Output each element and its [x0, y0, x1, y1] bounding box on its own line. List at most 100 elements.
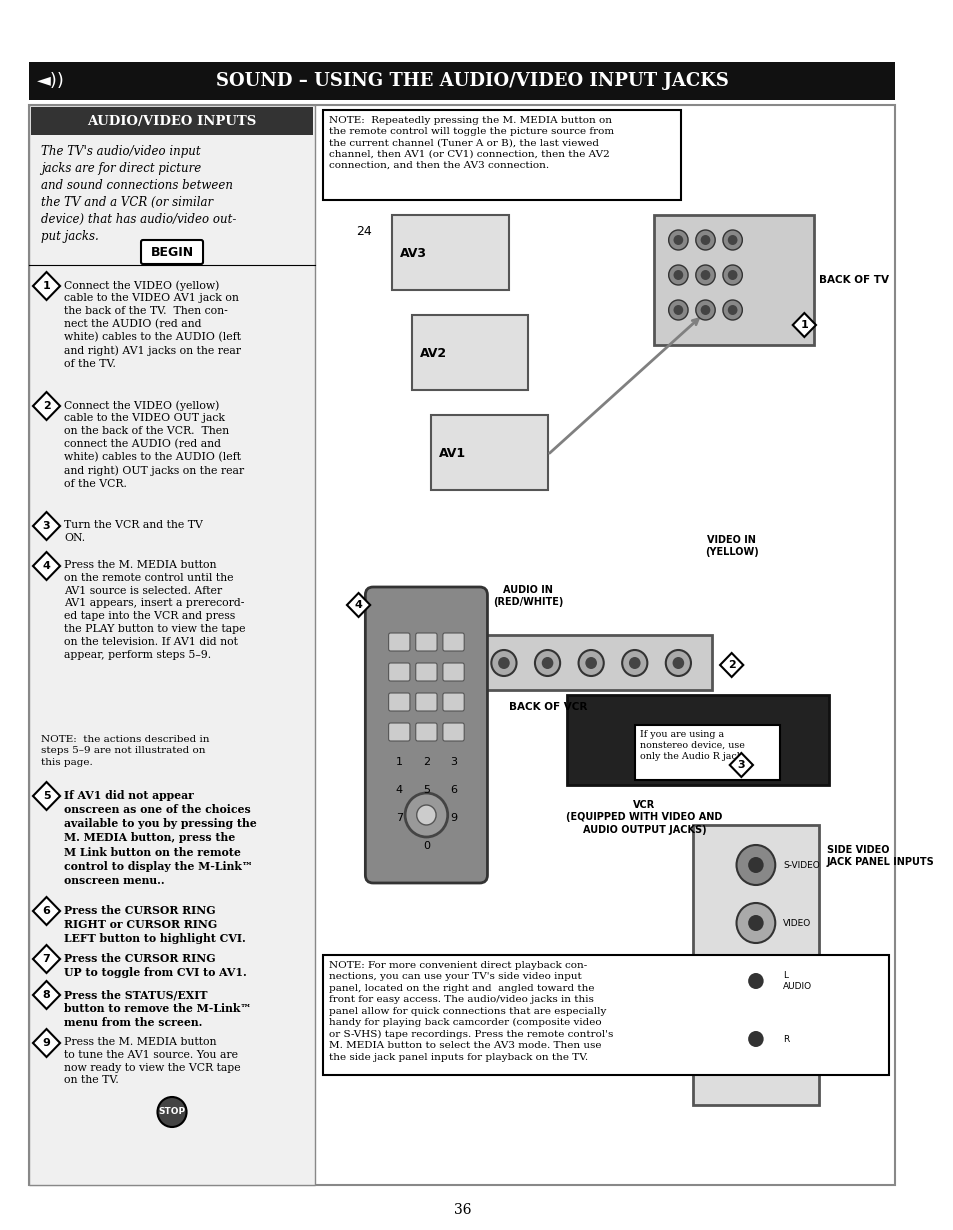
Circle shape	[727, 305, 737, 315]
Text: 3: 3	[737, 760, 744, 770]
Text: 24: 24	[355, 225, 371, 237]
Text: 7: 7	[395, 813, 402, 823]
Circle shape	[695, 300, 715, 320]
Text: BEGIN: BEGIN	[151, 246, 193, 258]
Text: Press the STATUS/EXIT
button to remove the M-Link™
menu from the screen.: Press the STATUS/EXIT button to remove t…	[64, 989, 251, 1028]
Bar	[29, 62, 89, 100]
Text: 8: 8	[43, 990, 51, 1000]
FancyBboxPatch shape	[388, 723, 410, 740]
Circle shape	[535, 649, 559, 677]
Circle shape	[405, 793, 447, 836]
Text: NOTE: For more convenient direct playback con-
nections, you can use your TV's s: NOTE: For more convenient direct playbac…	[328, 961, 612, 1061]
FancyBboxPatch shape	[388, 692, 410, 711]
Text: BACK OF VCR: BACK OF VCR	[508, 702, 586, 712]
Text: VIDEO IN
(YELLOW): VIDEO IN (YELLOW)	[704, 535, 758, 557]
Text: BACK OF TV: BACK OF TV	[818, 276, 888, 285]
Circle shape	[673, 271, 682, 280]
Text: 6: 6	[450, 785, 456, 795]
Circle shape	[695, 230, 715, 250]
Text: 8: 8	[422, 813, 430, 823]
Circle shape	[722, 230, 741, 250]
Bar	[392, 215, 508, 290]
Circle shape	[727, 235, 737, 245]
Text: Press the M. MEDIA button
to tune the AV1 source. You are
now ready to view the : Press the M. MEDIA button to tune the AV…	[64, 1037, 240, 1085]
Circle shape	[736, 1018, 775, 1059]
Circle shape	[668, 264, 687, 285]
Polygon shape	[33, 512, 60, 540]
Text: SIDE VIDEO
JACK PANEL INPUTS: SIDE VIDEO JACK PANEL INPUTS	[826, 845, 933, 867]
FancyBboxPatch shape	[416, 633, 436, 651]
Bar	[322, 954, 888, 1075]
Text: 2: 2	[422, 756, 430, 768]
Text: 9: 9	[43, 1038, 51, 1048]
Text: AV2: AV2	[419, 347, 446, 359]
Bar	[479, 635, 712, 690]
Circle shape	[736, 845, 775, 886]
Circle shape	[700, 235, 710, 245]
Circle shape	[700, 305, 710, 315]
FancyBboxPatch shape	[141, 240, 203, 264]
Bar	[566, 695, 828, 785]
Polygon shape	[792, 312, 815, 337]
Polygon shape	[33, 897, 60, 925]
FancyBboxPatch shape	[416, 663, 436, 681]
Text: The TV's audio/video input
jacks are for direct picture
and sound connections be: The TV's audio/video input jacks are for…	[41, 145, 235, 244]
Text: Turn the VCR and the TV
ON.: Turn the VCR and the TV ON.	[64, 520, 203, 542]
Text: ◄)): ◄))	[37, 73, 65, 90]
Bar	[431, 415, 547, 490]
Text: 4: 4	[43, 561, 51, 571]
Bar	[29, 62, 895, 100]
Circle shape	[541, 657, 553, 669]
Text: SOUND – USING THE AUDIO/VIDEO INPUT JACKS: SOUND – USING THE AUDIO/VIDEO INPUT JACK…	[215, 73, 728, 90]
Bar	[654, 215, 813, 344]
Text: Press the CURSOR RING
RIGHT or CURSOR RING
LEFT button to highlight CVI.: Press the CURSOR RING RIGHT or CURSOR RI…	[64, 905, 246, 945]
Text: If you are using a
nonstereo device, use
only the Audio R jack.: If you are using a nonstereo device, use…	[639, 729, 744, 761]
Text: 1: 1	[395, 756, 402, 768]
Circle shape	[672, 657, 683, 669]
Text: AUDIO/VIDEO INPUTS: AUDIO/VIDEO INPUTS	[88, 114, 256, 128]
Circle shape	[578, 649, 603, 677]
Text: 4: 4	[395, 785, 402, 795]
Circle shape	[673, 235, 682, 245]
Circle shape	[727, 271, 737, 280]
Circle shape	[736, 903, 775, 943]
Polygon shape	[347, 593, 370, 617]
Text: 1: 1	[43, 280, 51, 292]
FancyBboxPatch shape	[365, 587, 487, 883]
Text: R: R	[782, 1034, 788, 1043]
Text: If AV1 did not appear
onscreen as one of the choices
available to you by pressin: If AV1 did not appear onscreen as one of…	[64, 790, 256, 886]
Text: AV1: AV1	[438, 446, 466, 460]
Text: 5: 5	[43, 791, 51, 801]
Text: VCR
(EQUIPPED WITH VIDEO AND
AUDIO OUTPUT JACKS): VCR (EQUIPPED WITH VIDEO AND AUDIO OUTPU…	[566, 800, 721, 835]
Polygon shape	[33, 552, 60, 581]
Polygon shape	[729, 753, 752, 777]
Text: 1: 1	[800, 320, 807, 330]
Text: 6: 6	[43, 907, 51, 916]
Text: Connect the VIDEO (yellow)
cable to the VIDEO OUT jack
on the back of the VCR.  : Connect the VIDEO (yellow) cable to the …	[64, 400, 244, 490]
Text: 7: 7	[43, 954, 51, 964]
Text: 9: 9	[450, 813, 456, 823]
Text: STOP: STOP	[158, 1107, 186, 1117]
FancyBboxPatch shape	[416, 692, 436, 711]
Text: VIDEO: VIDEO	[782, 919, 810, 927]
Polygon shape	[33, 392, 60, 419]
Circle shape	[157, 1097, 187, 1127]
Bar	[29, 105, 895, 1184]
Text: Press the CURSOR RING
UP to toggle from CVI to AV1.: Press the CURSOR RING UP to toggle from …	[64, 953, 247, 978]
Text: Press the M. MEDIA button
on the remote control until the
AV1 source is selected: Press the M. MEDIA button on the remote …	[64, 560, 245, 659]
Polygon shape	[33, 272, 60, 300]
Circle shape	[722, 300, 741, 320]
FancyBboxPatch shape	[442, 692, 464, 711]
Bar	[412, 315, 528, 390]
FancyBboxPatch shape	[416, 723, 436, 740]
Text: 2: 2	[43, 401, 51, 411]
Circle shape	[497, 657, 509, 669]
Circle shape	[585, 657, 597, 669]
Circle shape	[722, 264, 741, 285]
Circle shape	[695, 264, 715, 285]
FancyBboxPatch shape	[442, 633, 464, 651]
Circle shape	[628, 657, 639, 669]
FancyBboxPatch shape	[388, 663, 410, 681]
Text: AUDIO IN
(RED/WHITE): AUDIO IN (RED/WHITE)	[493, 585, 563, 606]
Text: 36: 36	[453, 1203, 471, 1216]
